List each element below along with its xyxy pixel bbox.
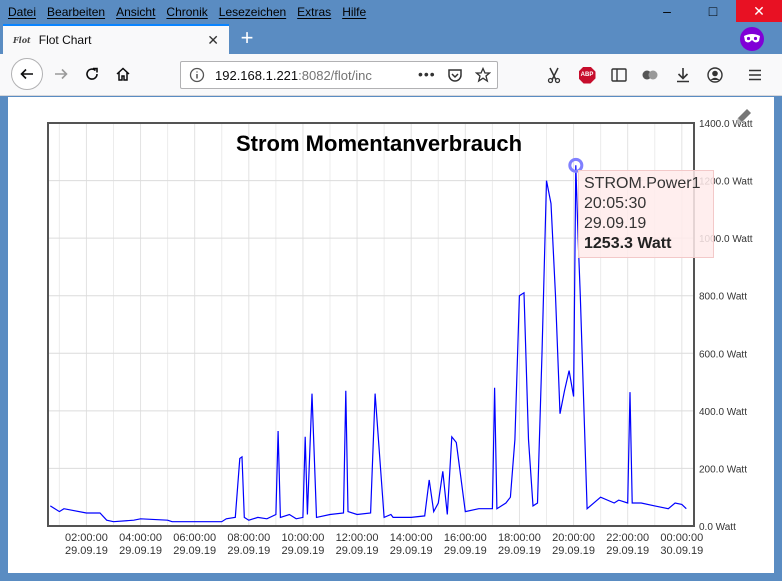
x-tick-label: 02:00:00 xyxy=(65,532,108,544)
y-tick-label: 600.0 Watt xyxy=(699,349,747,360)
x-tick-date: 29.09.19 xyxy=(227,545,270,557)
arrow-right-icon xyxy=(55,68,68,80)
menu-lesezeichen[interactable]: Lesezeichen xyxy=(218,5,287,19)
flot-favicon-icon: Flot xyxy=(13,35,31,45)
x-tick-date: 29.09.19 xyxy=(173,545,216,557)
x-tick-date: 29.09.19 xyxy=(119,545,162,557)
menu-datei[interactable]: Datei xyxy=(8,5,37,19)
x-tick-date: 30.09.19 xyxy=(660,545,703,557)
download-icon[interactable] xyxy=(674,66,692,84)
tooltip-time: 20:05:30 29.09.19 xyxy=(584,195,647,232)
x-tick-label: 18:00:00 xyxy=(498,532,541,544)
tab-title: Flot Chart xyxy=(38,33,92,47)
menu-bearbeiten[interactable]: Bearbeiten xyxy=(47,5,106,19)
tab-bar: Flot Flot Chart ✕ + xyxy=(0,24,782,54)
x-tick-label: 16:00:00 xyxy=(444,532,487,544)
x-tick-label: 12:00:00 xyxy=(336,532,379,544)
private-mask-icon[interactable] xyxy=(740,27,764,51)
minimize-button[interactable]: – xyxy=(663,3,671,19)
x-tick-date: 29.09.19 xyxy=(282,545,325,557)
x-tick-date: 29.09.19 xyxy=(606,545,649,557)
close-window-button[interactable]: ✕ xyxy=(736,0,782,22)
tab-close-icon[interactable]: ✕ xyxy=(207,32,219,48)
y-axis-ticks: 0.0 Watt 200.0 Watt 400.0 Watt 600.0 Watt 80… xyxy=(699,119,753,533)
reader-view-icon[interactable] xyxy=(610,66,628,84)
y-tick-label: 1000.0 Watt xyxy=(699,234,753,245)
url-text[interactable]: 192.168.1.221:8082/flot/inc xyxy=(215,67,372,83)
x-tick-label: 00:00:00 xyxy=(660,532,703,544)
reload-button[interactable] xyxy=(77,59,107,89)
hamburger-menu-icon[interactable] xyxy=(746,66,764,84)
window-controls: – □ ✕ xyxy=(644,0,782,24)
y-tick-label: 400.0 Watt xyxy=(699,407,747,418)
account-icon[interactable] xyxy=(706,66,724,84)
x-axis-ticks: 02:00:0029.09.1904:00:0029.09.1906:00:00… xyxy=(65,532,703,557)
x-tick-date: 29.09.19 xyxy=(336,545,379,557)
x-tick-date: 29.09.19 xyxy=(498,545,541,557)
chart-tooltip: STROM.Power1 20:05:30 29.09.19 1253.3 Wa… xyxy=(578,170,714,258)
tooltip-series: STROM.Power1 xyxy=(584,175,701,192)
tooltip-value: 1253.3 Watt xyxy=(584,235,672,252)
y-tick-label: 200.0 Watt xyxy=(699,464,747,475)
back-button[interactable] xyxy=(11,58,43,90)
home-button[interactable] xyxy=(108,59,138,89)
url-bar[interactable]: 192.168.1.221:8082/flot/inc ••• xyxy=(180,61,498,89)
x-tick-date: 29.09.19 xyxy=(390,545,433,557)
y-tick-label: 1200.0 Watt xyxy=(699,177,753,188)
x-tick-label: 10:00:00 xyxy=(282,532,325,544)
maximize-button[interactable]: □ xyxy=(708,3,718,19)
arrow-left-icon xyxy=(20,68,33,80)
y-tick-label: 800.0 Watt xyxy=(699,292,747,303)
menu-hilfe[interactable]: Hilfe xyxy=(342,5,367,19)
info-icon[interactable] xyxy=(189,67,205,83)
pencil-icon[interactable] xyxy=(732,106,754,128)
reload-icon xyxy=(86,67,98,80)
x-tick-label: 14:00:00 xyxy=(390,532,433,544)
pocket-icon[interactable] xyxy=(447,67,463,83)
hover-point[interactable] xyxy=(568,157,584,173)
x-tick-label: 08:00:00 xyxy=(227,532,270,544)
home-icon xyxy=(116,67,130,81)
series-line-strom-power1 xyxy=(49,165,687,523)
page-actions-icon[interactable]: ••• xyxy=(418,66,436,82)
tab-flot-chart[interactable]: Flot Flot Chart ✕ xyxy=(3,24,229,54)
new-tab-button[interactable]: + xyxy=(240,25,254,50)
y-tick-label: 1400.0 Watt xyxy=(699,119,753,130)
bookmark-star-icon[interactable] xyxy=(475,67,491,83)
x-tick-label: 04:00:00 xyxy=(119,532,162,544)
menu-chronik[interactable]: Chronik xyxy=(166,5,208,19)
menu-extras[interactable]: Extras xyxy=(297,5,332,19)
menu-bar: Datei Bearbeiten Ansicht Chronik Lesezei… xyxy=(0,0,782,24)
y-tick-label: 0.0 Watt xyxy=(699,522,736,533)
plot-frame xyxy=(47,122,695,527)
scissors-icon[interactable] xyxy=(545,66,563,84)
menu-ansicht[interactable]: Ansicht xyxy=(116,5,156,19)
chart-title: Strom Momentanverbrauch xyxy=(236,131,523,156)
adblock-plus-icon[interactable]: ABP xyxy=(578,66,596,84)
x-tick-label: 06:00:00 xyxy=(173,532,216,544)
x-tick-label: 22:00:00 xyxy=(606,532,649,544)
x-tick-label: 20:00:00 xyxy=(552,532,595,544)
x-tick-date: 29.09.19 xyxy=(552,545,595,557)
extension-balls-icon[interactable] xyxy=(641,66,659,84)
x-tick-date: 29.09.19 xyxy=(65,545,108,557)
forward-button[interactable] xyxy=(46,59,76,89)
navigation-toolbar: 192.168.1.221:8082/flot/inc ••• ABP xyxy=(0,54,782,96)
x-tick-date: 29.09.19 xyxy=(444,545,487,557)
